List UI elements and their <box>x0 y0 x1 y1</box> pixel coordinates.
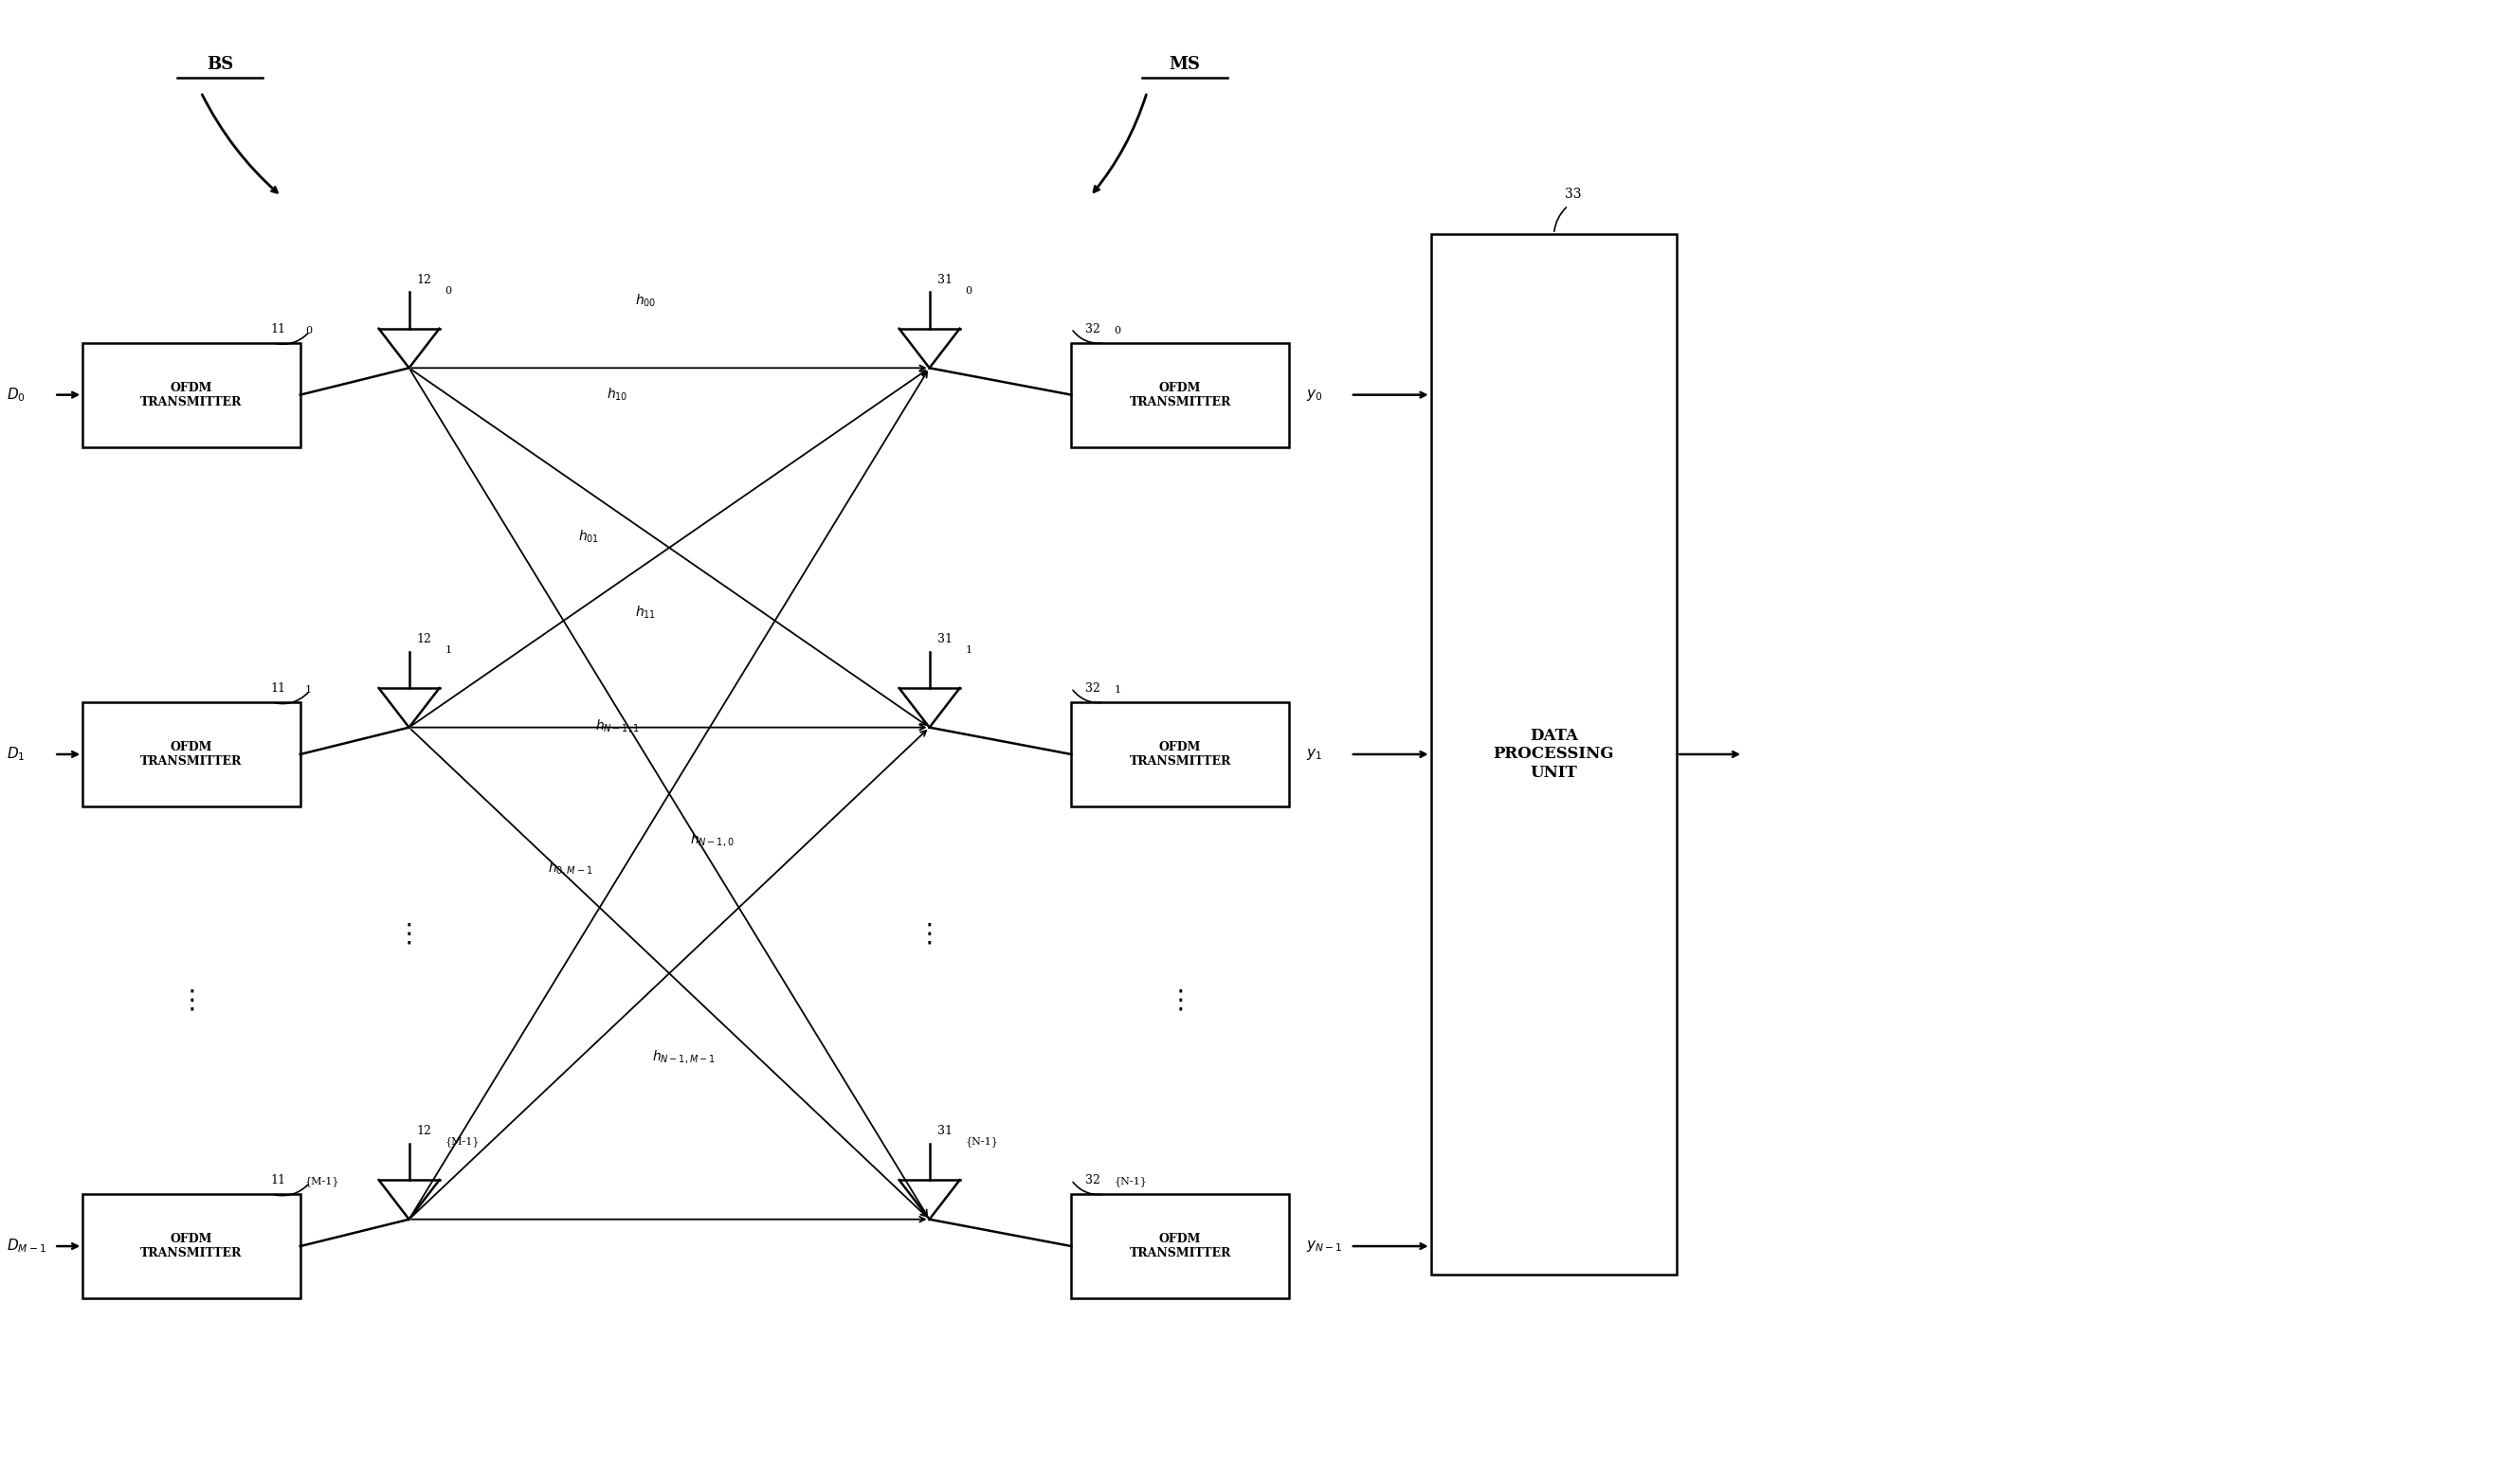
Text: 11: 11 <box>271 683 286 695</box>
Text: OFDM
TRANSMITTER: OFDM TRANSMITTER <box>1130 741 1230 767</box>
Text: 31: 31 <box>937 275 952 286</box>
Text: 0: 0 <box>1115 326 1120 335</box>
Text: 11: 11 <box>271 1174 286 1187</box>
Text: $h_{00}$: $h_{00}$ <box>634 292 657 309</box>
Text: OFDM
TRANSMITTER: OFDM TRANSMITTER <box>140 381 243 408</box>
Text: $D_{{M-1}}$: $D_{{M-1}}$ <box>8 1238 48 1255</box>
Text: $h_{N-1,M-1}$: $h_{N-1,M-1}$ <box>652 1049 714 1066</box>
Text: 32: 32 <box>1085 1174 1100 1187</box>
Bar <box>1431 234 1677 1275</box>
Bar <box>1073 702 1288 806</box>
Text: $h_{01}$: $h_{01}$ <box>579 528 599 545</box>
Text: ⋮: ⋮ <box>1168 987 1193 1014</box>
Text: OFDM
TRANSMITTER: OFDM TRANSMITTER <box>140 741 243 767</box>
Text: ⋮: ⋮ <box>917 920 942 947</box>
Text: 1: 1 <box>1115 686 1120 695</box>
Text: $h_{N-1,1}$: $h_{N-1,1}$ <box>596 717 639 735</box>
Text: OFDM
TRANSMITTER: OFDM TRANSMITTER <box>1130 381 1230 408</box>
Text: ⋮: ⋮ <box>396 920 421 947</box>
Text: 0: 0 <box>965 286 972 295</box>
Text: $y_{N-1}$: $y_{N-1}$ <box>1306 1239 1343 1254</box>
Text: $D_{0}$: $D_{0}$ <box>8 386 25 404</box>
Text: 31: 31 <box>937 1125 952 1138</box>
Bar <box>1073 343 1288 447</box>
Text: 32: 32 <box>1085 683 1100 695</box>
Text: 31: 31 <box>937 634 952 646</box>
Text: 33: 33 <box>1564 187 1581 200</box>
Text: {M-1}: {M-1} <box>306 1177 341 1187</box>
Text: {M-1}: {M-1} <box>446 1137 479 1147</box>
Text: OFDM
TRANSMITTER: OFDM TRANSMITTER <box>1130 1233 1230 1260</box>
Text: $h_{0,M-1}$: $h_{0,M-1}$ <box>546 859 591 877</box>
Text: $h_{N-1,0}$: $h_{N-1,0}$ <box>689 831 734 847</box>
Text: 12: 12 <box>416 634 431 646</box>
Text: $y_1$: $y_1$ <box>1306 746 1323 761</box>
Text: 1: 1 <box>965 646 972 654</box>
Text: DATA
PROCESSING
UNIT: DATA PROCESSING UNIT <box>1494 727 1614 781</box>
Text: $h_{10}$: $h_{10}$ <box>606 387 629 404</box>
Text: 0: 0 <box>306 326 311 335</box>
Text: $y_0$: $y_0$ <box>1306 387 1323 402</box>
Text: OFDM
TRANSMITTER: OFDM TRANSMITTER <box>140 1233 243 1260</box>
Bar <box>83 343 301 447</box>
Text: MS: MS <box>1170 56 1200 73</box>
Text: 12: 12 <box>416 275 431 286</box>
Text: $h_{11}$: $h_{11}$ <box>634 604 657 620</box>
Text: 12: 12 <box>416 1125 431 1138</box>
Text: 0: 0 <box>446 286 451 295</box>
Text: 32: 32 <box>1085 324 1100 335</box>
Text: 1: 1 <box>306 686 311 695</box>
Bar <box>1073 1195 1288 1298</box>
Text: {N-1}: {N-1} <box>1115 1177 1148 1187</box>
Text: $D_{1}$: $D_{1}$ <box>8 745 25 763</box>
Text: 1: 1 <box>446 646 451 654</box>
Bar <box>83 702 301 806</box>
Text: BS: BS <box>205 56 233 73</box>
Bar <box>83 1195 301 1298</box>
Text: ⋮: ⋮ <box>178 987 205 1014</box>
Text: 11: 11 <box>271 324 286 335</box>
Text: {N-1}: {N-1} <box>965 1137 997 1147</box>
